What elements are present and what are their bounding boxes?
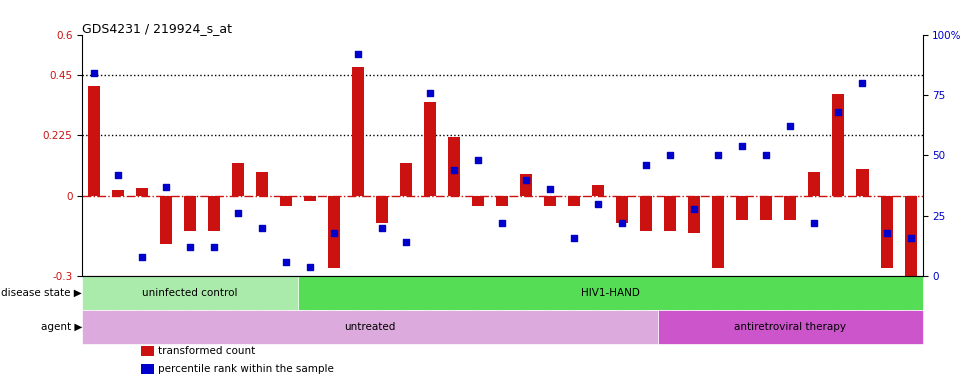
Point	[590, 201, 606, 207]
Point	[86, 70, 101, 76]
Point	[422, 89, 438, 96]
Point	[375, 225, 390, 231]
Bar	[298, 276, 923, 310]
Bar	[82, 276, 298, 310]
Bar	[809, 172, 820, 196]
Bar	[545, 196, 556, 207]
Point	[519, 177, 534, 183]
Bar	[568, 196, 581, 207]
Bar	[256, 172, 269, 196]
Bar	[88, 86, 100, 196]
Point	[302, 263, 318, 270]
Point	[687, 205, 702, 212]
Bar	[760, 196, 773, 220]
Point	[446, 167, 462, 173]
Point	[855, 80, 870, 86]
Point	[231, 210, 246, 217]
Point	[711, 152, 726, 159]
Point	[470, 157, 486, 163]
Point	[543, 186, 558, 192]
Bar	[521, 174, 532, 196]
Point	[351, 51, 366, 57]
Point	[807, 220, 822, 226]
Point	[831, 109, 846, 115]
Point	[758, 152, 774, 159]
Bar	[497, 196, 508, 207]
Bar	[160, 196, 172, 244]
Point	[134, 254, 150, 260]
Bar	[665, 196, 676, 230]
Bar	[304, 196, 316, 201]
Text: disease state ▶: disease state ▶	[1, 288, 82, 298]
Bar	[640, 196, 652, 230]
Bar	[232, 164, 244, 196]
Bar	[376, 196, 388, 223]
Bar	[689, 196, 700, 233]
Bar	[82, 310, 659, 344]
Bar	[328, 196, 340, 268]
Text: percentile rank within the sample: percentile rank within the sample	[157, 364, 333, 374]
Bar	[659, 310, 923, 344]
Text: transformed count: transformed count	[157, 346, 255, 356]
Text: antiretroviral therapy: antiretroviral therapy	[734, 322, 846, 332]
Point	[207, 244, 222, 250]
Bar	[833, 94, 844, 196]
Bar	[136, 188, 148, 196]
Bar	[209, 196, 220, 230]
Point	[614, 220, 630, 226]
Bar	[141, 346, 154, 356]
Text: agent ▶: agent ▶	[41, 322, 82, 332]
Bar	[424, 102, 437, 196]
Text: uninfected control: uninfected control	[142, 288, 238, 298]
Point	[567, 235, 582, 241]
Bar	[904, 196, 917, 290]
Bar	[784, 196, 796, 220]
Text: untreated: untreated	[345, 322, 396, 332]
Point	[327, 230, 342, 236]
Bar	[112, 190, 124, 196]
Point	[495, 220, 510, 226]
Bar	[280, 196, 292, 207]
Point	[663, 152, 678, 159]
Bar	[736, 196, 749, 220]
Point	[735, 143, 751, 149]
Bar	[141, 364, 154, 374]
Point	[254, 225, 270, 231]
Bar	[857, 169, 868, 196]
Point	[183, 244, 198, 250]
Point	[158, 184, 174, 190]
Bar	[185, 196, 196, 230]
Text: GDS4231 / 219924_s_at: GDS4231 / 219924_s_at	[82, 22, 232, 35]
Point	[639, 162, 654, 168]
Bar	[448, 137, 460, 196]
Point	[278, 259, 294, 265]
Point	[879, 230, 895, 236]
Bar	[472, 196, 484, 207]
Bar	[353, 67, 364, 196]
Point	[903, 235, 919, 241]
Bar	[881, 196, 893, 268]
Point	[399, 239, 414, 245]
Bar	[400, 164, 412, 196]
Bar	[592, 185, 605, 196]
Point	[782, 123, 798, 129]
Bar	[616, 196, 628, 223]
Bar	[713, 196, 724, 268]
Point	[110, 172, 126, 178]
Text: HIV1-HAND: HIV1-HAND	[581, 288, 639, 298]
